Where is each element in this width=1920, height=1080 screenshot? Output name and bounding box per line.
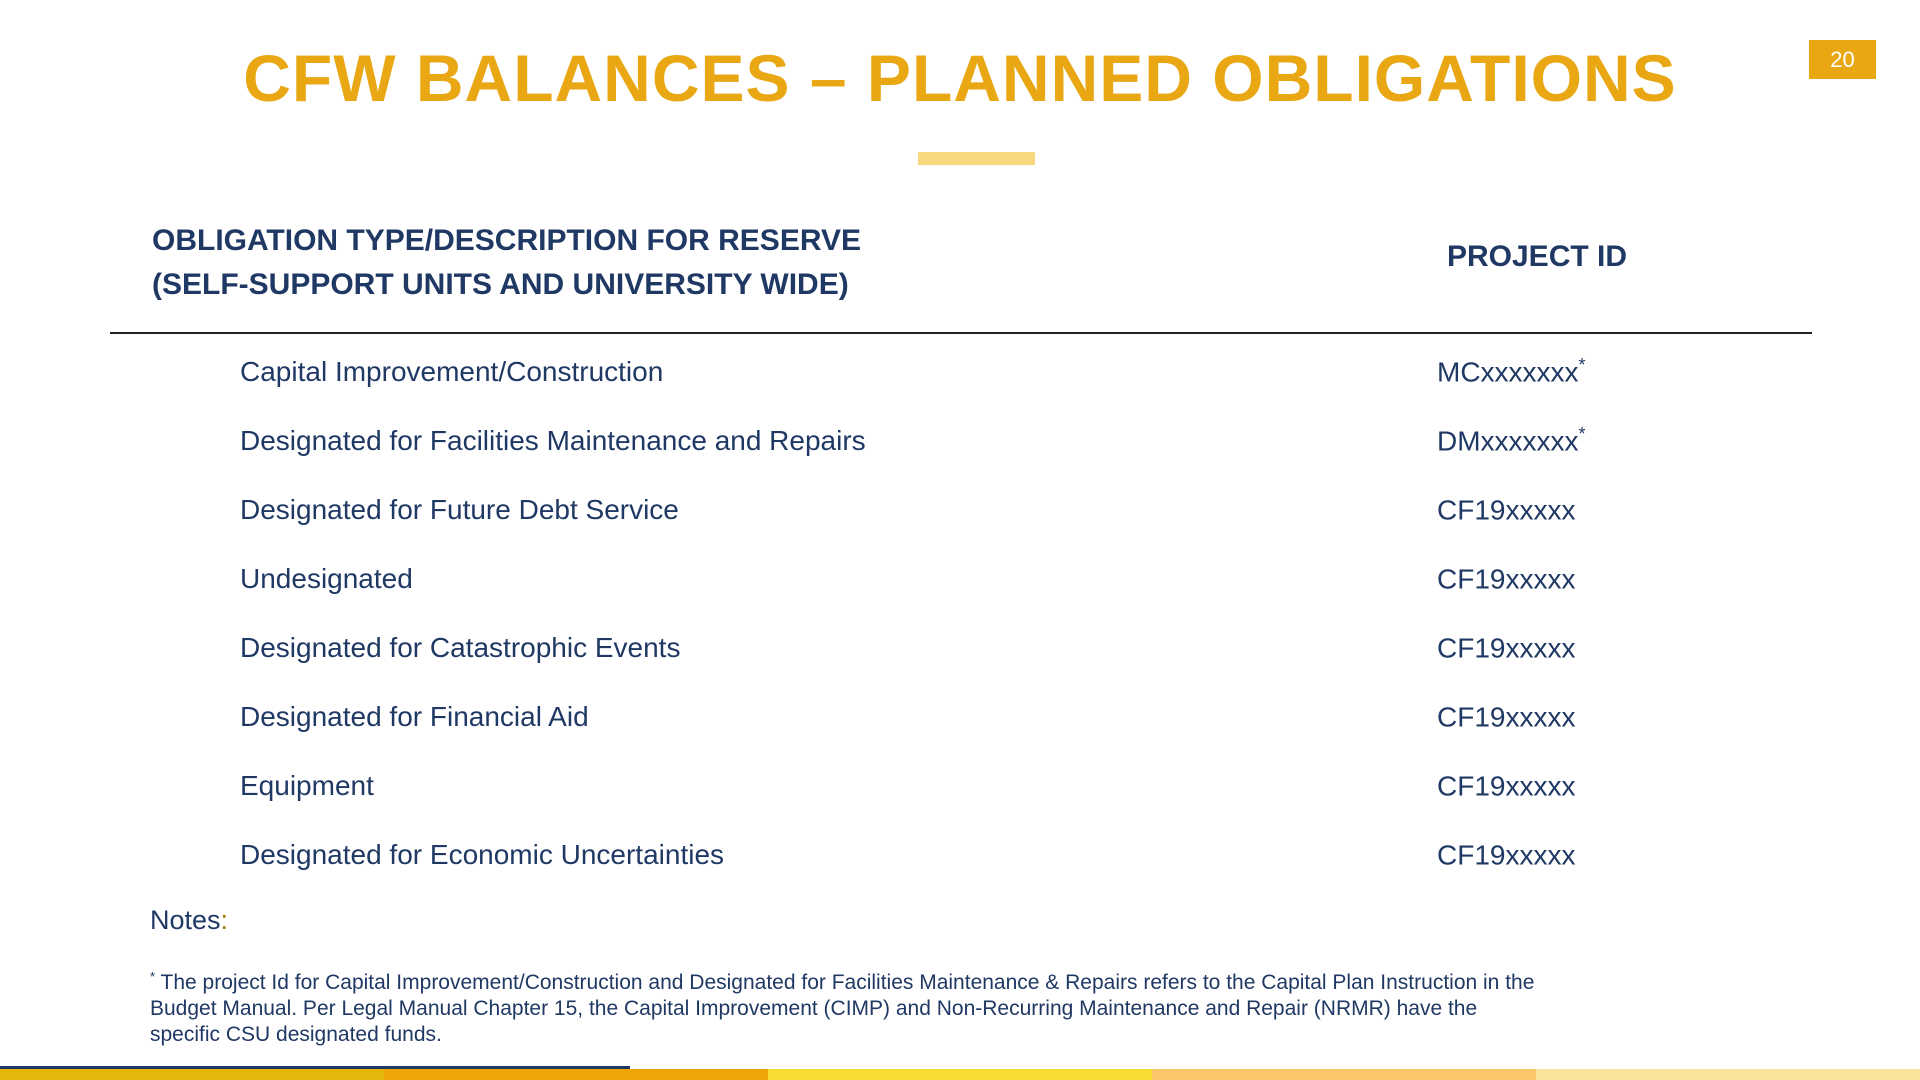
project-id-value: CF19xxxxx bbox=[1437, 770, 1576, 802]
table-row: Designated for Future Debt Service CF19x… bbox=[110, 475, 1812, 544]
project-id-cell: CF19xxxxx bbox=[1437, 838, 1575, 871]
project-id-cell: CF19xxxxx bbox=[1437, 700, 1575, 733]
note-line: specific CSU designated funds. bbox=[150, 1023, 442, 1046]
bottom-bar-segment bbox=[384, 1069, 768, 1080]
project-id-cell: CF19xxxxx bbox=[1437, 769, 1575, 802]
project-id-cell: CF19xxxxx bbox=[1437, 562, 1575, 595]
project-id-cell: CF19xxxxx bbox=[1437, 493, 1575, 526]
obligation-type-cell: Equipment bbox=[240, 769, 374, 801]
obligation-type-cell: Capital Improvement/Construction bbox=[240, 355, 664, 387]
project-id-value: DMxxxxxxx bbox=[1437, 425, 1579, 457]
table-row: Undesignated CF19xxxxx bbox=[110, 544, 1812, 613]
column-header-obligation-type: OBLIGATION TYPE/DESCRIPTION FOR RESERVE … bbox=[152, 219, 861, 307]
note-line: Budget Manual. Per Legal Manual Chapter … bbox=[150, 997, 1478, 1020]
table-row: Capital Improvement/Construction MCxxxxx… bbox=[110, 337, 1812, 406]
notes-word: Notes bbox=[150, 905, 221, 935]
table-row: Designated for Catastrophic Events CF19x… bbox=[110, 613, 1812, 682]
notes-text: * The project Id for Capital Improvement… bbox=[150, 964, 1534, 1048]
obligation-type-cell: Designated for Financial Aid bbox=[240, 700, 589, 732]
project-id-cell: CF19xxxxx bbox=[1437, 631, 1575, 664]
notes-colon: : bbox=[220, 905, 229, 935]
note-asterisk: * bbox=[150, 969, 156, 984]
note-line: * The project Id for Capital Improvement… bbox=[150, 964, 1534, 996]
bottom-bar-segment bbox=[0, 1069, 384, 1080]
note-line-text: The project Id for Capital Improvement/C… bbox=[160, 971, 1535, 994]
title-underline bbox=[918, 152, 1035, 165]
project-id-value: CF19xxxxx bbox=[1437, 494, 1576, 526]
obligation-type-cell: Designated for Catastrophic Events bbox=[240, 631, 681, 663]
obligation-type-cell: Designated for Facilities Maintenance an… bbox=[240, 424, 866, 456]
bottom-navy-accent-line bbox=[0, 1066, 630, 1069]
column-header-line1: OBLIGATION TYPE/DESCRIPTION FOR RESERVE bbox=[152, 224, 861, 257]
notes-label: Notes: bbox=[150, 905, 228, 936]
project-id-value: CF19xxxxx bbox=[1437, 563, 1576, 595]
project-id-value: CF19xxxxx bbox=[1437, 632, 1576, 664]
project-id-value: CF19xxxxx bbox=[1437, 839, 1576, 871]
page-number-badge: 20 bbox=[1809, 40, 1876, 79]
project-id-cell: MCxxxxxxx* bbox=[1437, 355, 1586, 388]
header-divider-line bbox=[110, 332, 1812, 334]
table-row: Equipment CF19xxxxx bbox=[110, 751, 1812, 820]
bottom-bar-segment bbox=[768, 1069, 1152, 1080]
project-id-asterisk: * bbox=[1578, 354, 1586, 375]
project-id-value: MCxxxxxxx bbox=[1437, 356, 1579, 388]
column-header-project-id: PROJECT ID bbox=[1446, 240, 1628, 273]
bottom-bar-segment bbox=[1536, 1069, 1920, 1080]
obligation-type-cell: Designated for Economic Uncertainties bbox=[240, 838, 725, 870]
project-id-asterisk: * bbox=[1578, 423, 1586, 444]
obligation-type-cell: Designated for Future Debt Service bbox=[240, 493, 679, 525]
page-title: CFW BALANCES – PLANNED OBLIGATIONS bbox=[243, 41, 1677, 115]
project-id-cell: DMxxxxxxx* bbox=[1437, 424, 1586, 457]
column-header-line2: (SELF-SUPPORT UNITS AND UNIVERSITY WIDE) bbox=[152, 268, 849, 301]
table-row: Designated for Economic Uncertainties CF… bbox=[110, 820, 1812, 889]
table-row: Designated for Facilities Maintenance an… bbox=[110, 406, 1812, 475]
project-id-value: CF19xxxxx bbox=[1437, 701, 1576, 733]
obligation-type-cell: Undesignated bbox=[240, 562, 413, 594]
table-row: Designated for Financial Aid CF19xxxxx bbox=[110, 682, 1812, 751]
bottom-gold-bar bbox=[0, 1069, 1920, 1080]
obligations-table-body: Capital Improvement/Construction MCxxxxx… bbox=[110, 337, 1812, 889]
bottom-bar-segment bbox=[1152, 1069, 1536, 1080]
